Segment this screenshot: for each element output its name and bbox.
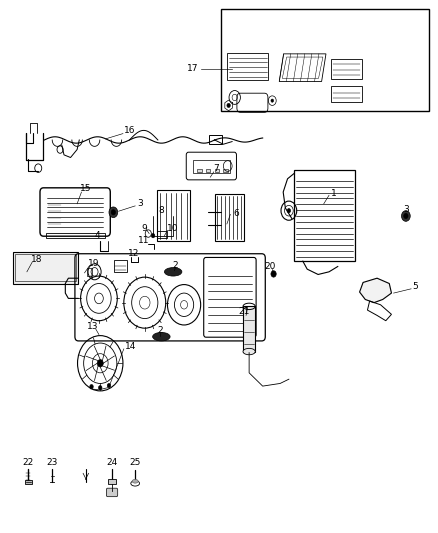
Text: 21: 21 — [239, 307, 250, 316]
Circle shape — [287, 208, 290, 213]
Circle shape — [111, 209, 116, 215]
Ellipse shape — [243, 349, 255, 355]
Bar — [25, 480, 32, 484]
Circle shape — [271, 99, 274, 102]
Bar — [223, 169, 228, 172]
Text: 12: 12 — [128, 249, 140, 258]
Bar — [14, 254, 76, 281]
Bar — [215, 169, 219, 172]
Text: 3: 3 — [403, 205, 409, 214]
Ellipse shape — [132, 479, 138, 483]
Text: 19: 19 — [88, 259, 99, 268]
Text: 1: 1 — [331, 189, 336, 198]
Text: 24: 24 — [106, 458, 118, 466]
Circle shape — [107, 383, 111, 387]
Bar — [114, 260, 127, 272]
FancyBboxPatch shape — [106, 488, 118, 497]
Circle shape — [90, 384, 93, 389]
Text: 20: 20 — [265, 262, 276, 271]
Bar — [243, 306, 255, 352]
Text: 7: 7 — [213, 164, 219, 173]
Text: 14: 14 — [125, 342, 137, 351]
Bar — [193, 160, 230, 173]
Text: 18: 18 — [31, 255, 42, 263]
Bar — [206, 169, 210, 172]
Text: 10: 10 — [167, 224, 179, 233]
Text: 25: 25 — [130, 458, 141, 466]
Ellipse shape — [164, 268, 182, 276]
Bar — [13, 252, 78, 284]
Bar — [294, 169, 355, 261]
Text: 3: 3 — [138, 199, 143, 208]
Bar — [197, 169, 201, 172]
Bar — [157, 231, 166, 238]
Ellipse shape — [152, 333, 170, 341]
Text: 17: 17 — [187, 64, 198, 73]
Text: 5: 5 — [413, 282, 418, 291]
Bar — [108, 479, 116, 484]
Circle shape — [97, 360, 103, 367]
Bar — [331, 86, 362, 102]
Bar — [209, 135, 222, 144]
Text: 2: 2 — [173, 261, 178, 270]
Bar — [46, 233, 105, 238]
Circle shape — [99, 385, 102, 390]
Text: 9: 9 — [141, 224, 147, 233]
Text: 6: 6 — [233, 209, 239, 218]
Circle shape — [227, 103, 230, 108]
Circle shape — [109, 207, 118, 217]
Text: 13: 13 — [87, 321, 98, 330]
Text: 8: 8 — [159, 206, 164, 215]
Bar — [331, 59, 362, 79]
Circle shape — [404, 213, 408, 219]
Text: 15: 15 — [80, 184, 92, 193]
Bar — [157, 190, 190, 241]
Bar — [87, 268, 92, 276]
Text: 16: 16 — [124, 126, 135, 135]
Bar — [221, 9, 428, 111]
Bar — [215, 194, 244, 241]
Text: 22: 22 — [23, 458, 34, 466]
Text: 2: 2 — [157, 326, 163, 335]
Polygon shape — [360, 278, 392, 303]
Circle shape — [151, 233, 155, 238]
Text: 23: 23 — [46, 458, 58, 466]
Text: 4: 4 — [95, 231, 100, 240]
Bar — [227, 53, 268, 80]
Circle shape — [271, 271, 276, 277]
Text: 11: 11 — [138, 237, 150, 246]
Circle shape — [402, 211, 410, 221]
